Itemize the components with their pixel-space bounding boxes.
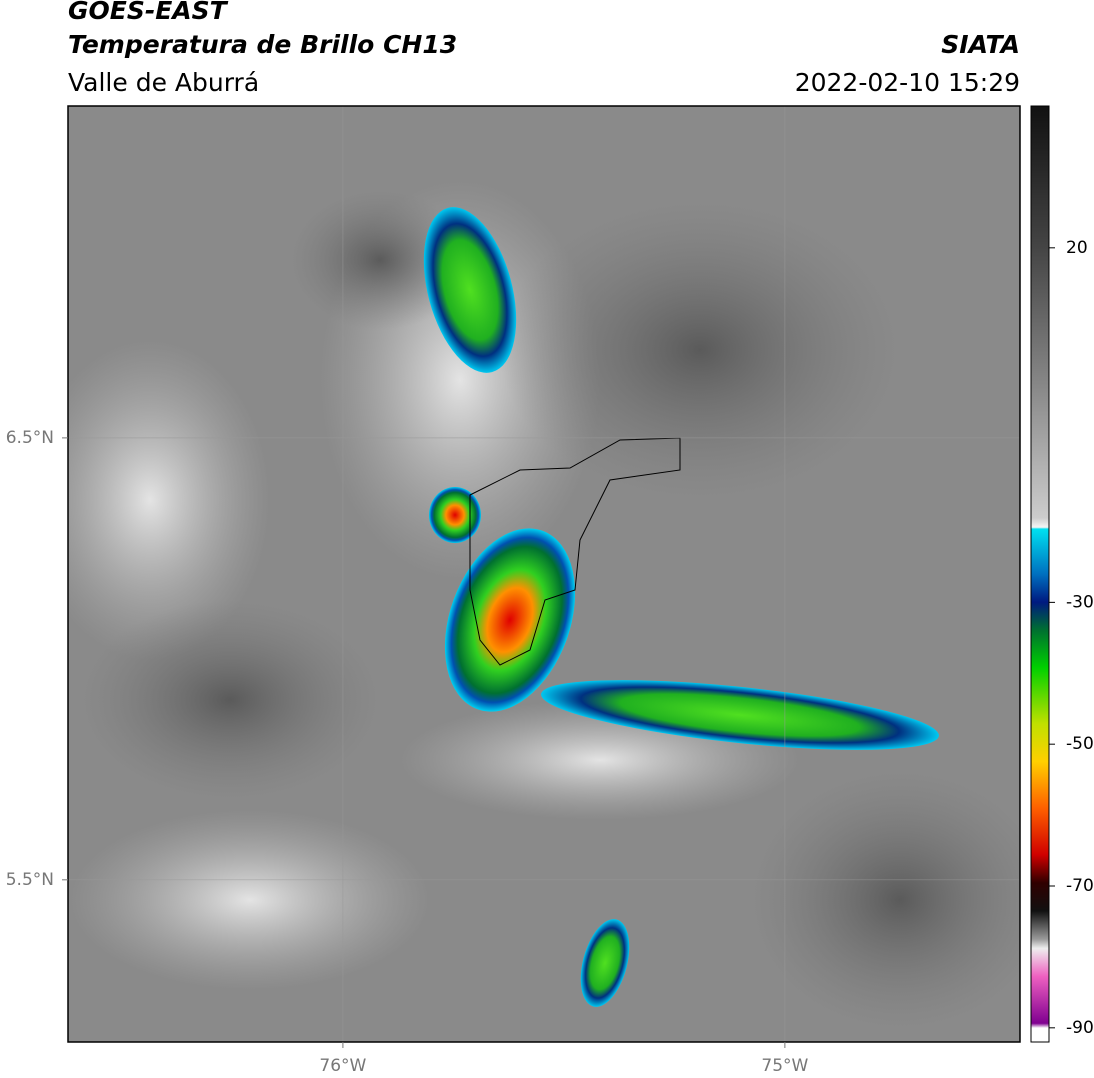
x-tick-label: 75°W	[761, 1056, 808, 1076]
colorbar-tick-label: -50	[1066, 734, 1094, 754]
map-frame	[67, 105, 1021, 1043]
colorbar-tick-label: -90	[1066, 1018, 1094, 1038]
satellite-image	[68, 106, 1020, 1042]
y-tick-label: 6.5°N	[6, 428, 54, 448]
x-tick-label: 76°W	[319, 1056, 366, 1076]
subtitle: Temperatura de Brillo CH13	[68, 30, 457, 59]
title: GOES-EAST	[68, 0, 229, 25]
region: Valle de Aburrá	[68, 68, 259, 97]
y-tick-label: 5.5°N	[6, 870, 54, 890]
colorbar-tick-label: -30	[1066, 592, 1094, 612]
colorbar-tick-label: -70	[1066, 876, 1094, 896]
datetime: 2022-02-10 15:29	[795, 68, 1020, 97]
colorbar	[1030, 105, 1050, 1043]
source: SIATA	[941, 30, 1020, 59]
colorbar-tick-label: 20	[1066, 238, 1088, 258]
